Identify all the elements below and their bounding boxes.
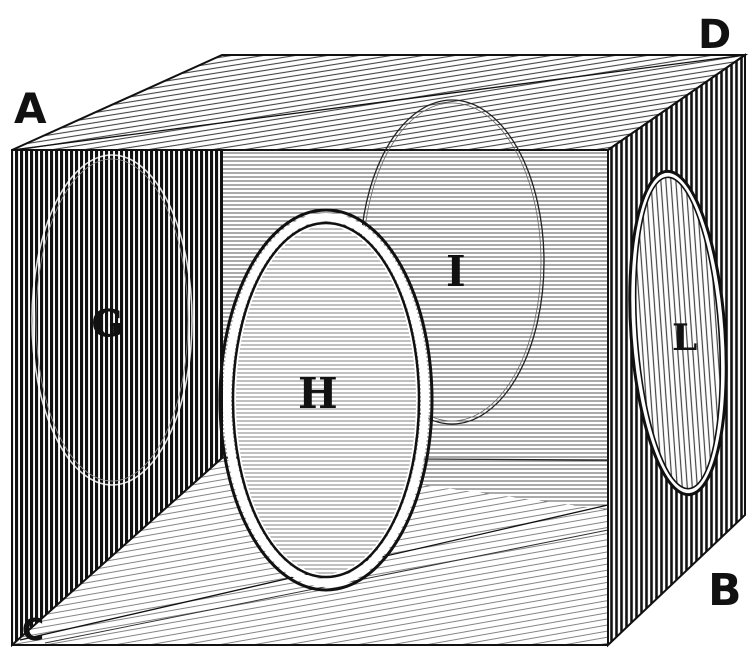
ring-h-band [223, 213, 429, 587]
corner-label-a: A [14, 84, 47, 133]
corner-label-b: B [708, 565, 742, 616]
ring-g [31, 154, 193, 486]
corner-label-c: C [22, 613, 44, 648]
ring-label-h: H [298, 369, 338, 418]
ring-label-g: G [92, 303, 123, 345]
top-diagonal [11, 54, 746, 151]
ring-label-l: L [672, 317, 697, 359]
corner-label-d: D [698, 12, 731, 58]
ring-label-i: I [446, 247, 466, 296]
cube-edges [11, 149, 609, 646]
ring-h-outer [218, 208, 434, 592]
ring-g-inner [35, 158, 189, 482]
ring-l-inner [634, 176, 722, 490]
ring-h-hatch [236, 226, 416, 574]
